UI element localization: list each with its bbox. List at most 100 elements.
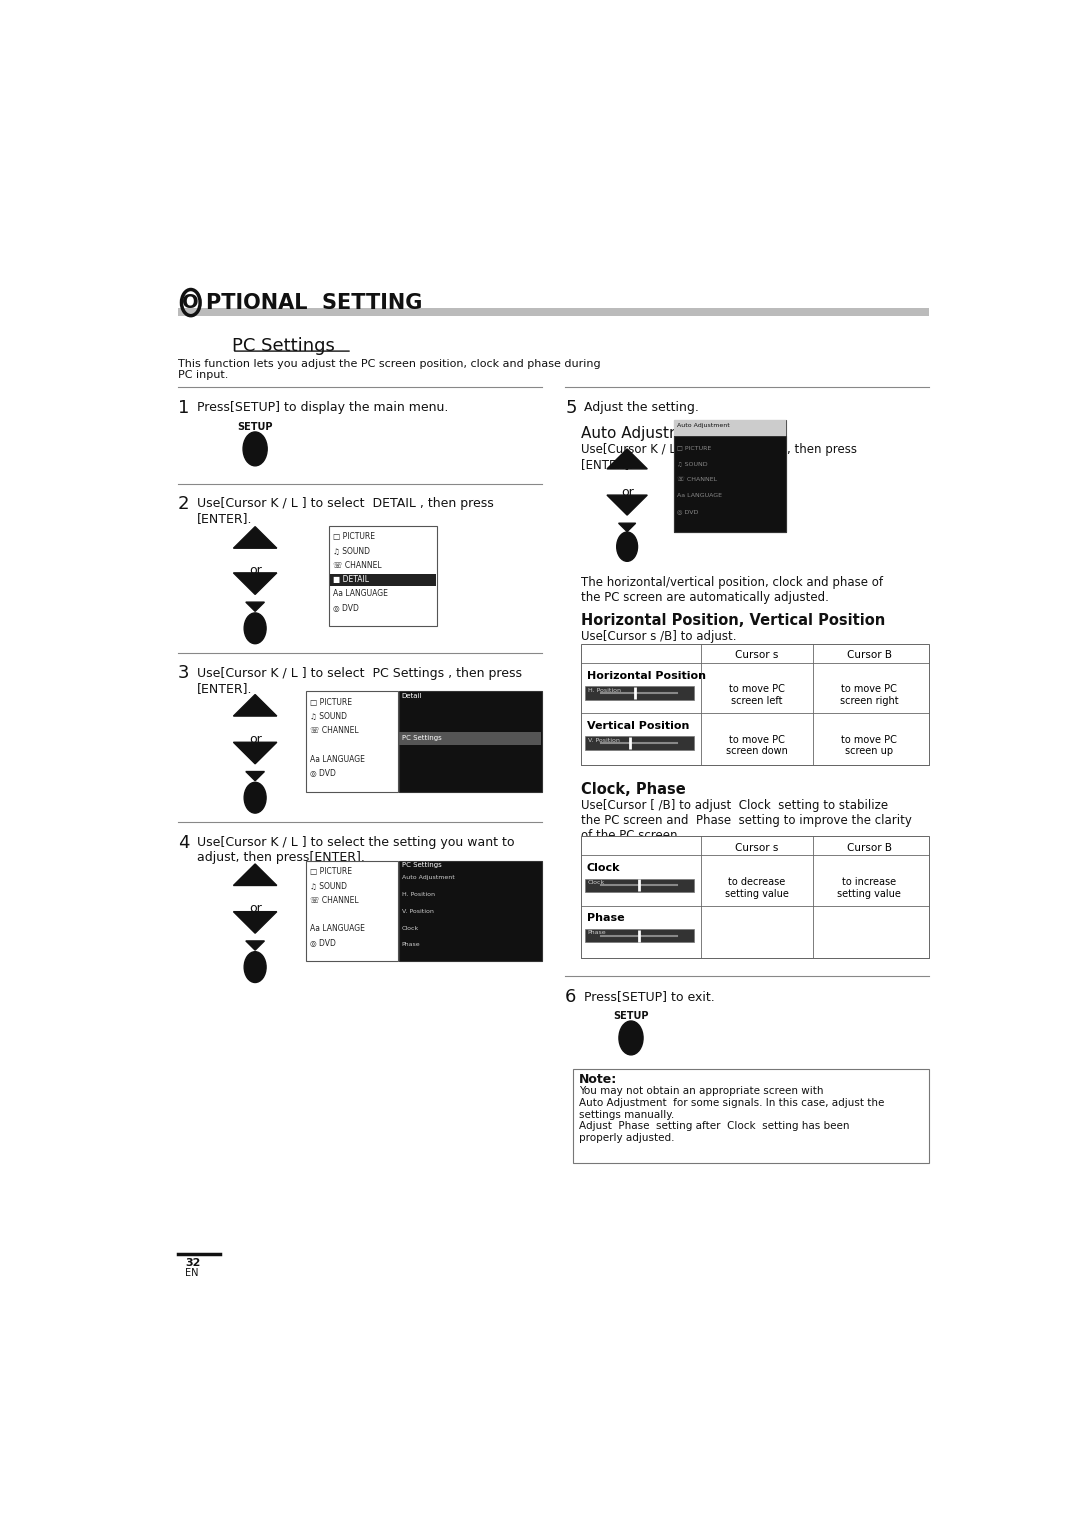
Polygon shape <box>246 602 265 611</box>
Circle shape <box>619 1022 643 1055</box>
Text: Detail: Detail <box>402 693 422 699</box>
Text: Use[Cursor [ /B] to adjust  Clock  setting to stabilize
the PC screen and  Phase: Use[Cursor [ /B] to adjust Clock setting… <box>581 799 912 843</box>
Text: to move PC
screen left: to move PC screen left <box>729 684 785 705</box>
Polygon shape <box>607 495 647 515</box>
Text: Horizontal Position, Vertical Position: Horizontal Position, Vertical Position <box>581 612 885 628</box>
Text: ☏ CHANNEL: ☏ CHANNEL <box>310 896 359 906</box>
Polygon shape <box>233 573 276 594</box>
Text: Use[Cursor s /B] to adjust.: Use[Cursor s /B] to adjust. <box>581 629 737 643</box>
Text: V. Position: V. Position <box>402 909 433 913</box>
Text: Clock: Clock <box>402 925 419 930</box>
Text: Cursor B: Cursor B <box>847 843 892 852</box>
Text: Press[SETUP] to display the main menu.: Press[SETUP] to display the main menu. <box>197 402 448 414</box>
FancyBboxPatch shape <box>400 733 541 745</box>
Text: ☏ CHANNEL: ☏ CHANNEL <box>677 478 717 483</box>
FancyBboxPatch shape <box>584 736 693 750</box>
Text: O: O <box>183 293 199 312</box>
Text: Clock: Clock <box>586 863 620 873</box>
FancyBboxPatch shape <box>581 644 930 765</box>
Polygon shape <box>246 771 265 780</box>
Text: Auto Adjustment: Auto Adjustment <box>677 423 729 428</box>
Text: Adjust the setting.: Adjust the setting. <box>584 402 700 414</box>
Text: Use[Cursor K / L ] to select  Adjust , then press
[ENTER].: Use[Cursor K / L ] to select Adjust , th… <box>581 443 856 472</box>
Text: Press[SETUP] to exit.: Press[SETUP] to exit. <box>584 989 715 1003</box>
Text: 3: 3 <box>177 664 189 683</box>
Text: □ PICTURE: □ PICTURE <box>310 698 352 707</box>
Text: PTIONAL  SETTING: PTIONAL SETTING <box>206 293 422 313</box>
Circle shape <box>244 782 266 812</box>
Text: 5: 5 <box>565 399 577 417</box>
Text: to move PC
screen down: to move PC screen down <box>726 734 788 756</box>
Text: Use[Cursor K / L ] to select the setting you want to
adjust, then press[ENTER].: Use[Cursor K / L ] to select the setting… <box>197 837 514 864</box>
Text: Auto Adjustment: Auto Adjustment <box>581 426 708 441</box>
Text: 4: 4 <box>177 834 189 852</box>
FancyBboxPatch shape <box>329 574 436 586</box>
FancyBboxPatch shape <box>177 308 930 316</box>
FancyBboxPatch shape <box>306 861 399 960</box>
Text: Aa LANGUAGE: Aa LANGUAGE <box>677 493 721 498</box>
Text: ◎ DVD: ◎ DVD <box>334 603 360 612</box>
Text: EN: EN <box>186 1267 199 1278</box>
Text: ♫ SOUND: ♫ SOUND <box>677 461 707 466</box>
Text: ◎ DVD: ◎ DVD <box>310 770 336 779</box>
Polygon shape <box>619 524 636 531</box>
Text: Use[Cursor K / L ] to select  DETAIL , then press
[ENTER].: Use[Cursor K / L ] to select DETAIL , th… <box>197 498 494 525</box>
Circle shape <box>244 951 266 982</box>
Text: ☏ CHANNEL: ☏ CHANNEL <box>334 560 382 570</box>
Text: Phase: Phase <box>588 930 606 935</box>
Text: 2: 2 <box>177 495 189 513</box>
Text: ♫ SOUND: ♫ SOUND <box>310 881 347 890</box>
Text: or: or <box>248 733 261 747</box>
Text: to move PC
screen right: to move PC screen right <box>840 684 899 705</box>
Circle shape <box>617 531 637 562</box>
Text: This function lets you adjust the PC screen position, clock and phase during
PC : This function lets you adjust the PC scr… <box>177 359 600 380</box>
Polygon shape <box>246 941 265 950</box>
Circle shape <box>243 432 267 466</box>
Polygon shape <box>233 742 276 764</box>
FancyBboxPatch shape <box>328 525 437 626</box>
Text: ◎ DVD: ◎ DVD <box>310 939 336 948</box>
Text: PC Settings: PC Settings <box>232 337 335 356</box>
Text: Phase: Phase <box>586 913 624 924</box>
Polygon shape <box>233 864 276 886</box>
Polygon shape <box>607 449 647 469</box>
FancyBboxPatch shape <box>306 692 399 791</box>
Text: Vertical Position: Vertical Position <box>586 721 689 731</box>
FancyBboxPatch shape <box>581 837 930 957</box>
FancyBboxPatch shape <box>584 878 693 892</box>
Text: ♫ SOUND: ♫ SOUND <box>334 547 370 556</box>
Text: ■ DETAIL: ■ DETAIL <box>334 576 369 585</box>
Text: PC Settings: PC Settings <box>402 734 442 741</box>
Text: Cursor s: Cursor s <box>735 843 779 852</box>
Text: Horizontal Position: Horizontal Position <box>586 670 706 681</box>
Text: Cursor s: Cursor s <box>735 651 779 660</box>
Text: □ PICTURE: □ PICTURE <box>334 533 376 541</box>
FancyBboxPatch shape <box>572 1069 930 1162</box>
Text: to move PC
screen up: to move PC screen up <box>841 734 897 756</box>
Text: Use[Cursor K / L ] to select  PC Settings , then press
[ENTER].: Use[Cursor K / L ] to select PC Settings… <box>197 667 522 695</box>
FancyBboxPatch shape <box>399 692 542 791</box>
Text: to decrease
setting value: to decrease setting value <box>725 876 788 898</box>
Text: Clock, Phase: Clock, Phase <box>581 782 686 797</box>
Text: or: or <box>248 565 261 577</box>
FancyBboxPatch shape <box>674 435 786 531</box>
Text: ☏ CHANNEL: ☏ CHANNEL <box>310 727 359 736</box>
Circle shape <box>244 612 266 644</box>
Text: Aa LANGUAGE: Aa LANGUAGE <box>334 589 389 599</box>
Text: ♫ SOUND: ♫ SOUND <box>310 712 347 721</box>
Text: Note:: Note: <box>579 1073 618 1086</box>
Text: SETUP: SETUP <box>613 1011 649 1022</box>
FancyBboxPatch shape <box>674 420 786 531</box>
Text: □ PICTURE: □ PICTURE <box>310 867 352 876</box>
Text: or: or <box>248 902 261 915</box>
Text: ◎ DVD: ◎ DVD <box>677 510 698 515</box>
Text: 6: 6 <box>565 988 577 1006</box>
Text: 1: 1 <box>177 399 189 417</box>
Polygon shape <box>233 912 276 933</box>
Text: Aa LANGUAGE: Aa LANGUAGE <box>310 754 365 764</box>
FancyBboxPatch shape <box>584 686 693 699</box>
Text: or: or <box>621 486 634 499</box>
Text: Phase: Phase <box>402 942 420 947</box>
Text: Auto Adjustment: Auto Adjustment <box>402 875 455 880</box>
Text: SETUP: SETUP <box>238 421 273 432</box>
